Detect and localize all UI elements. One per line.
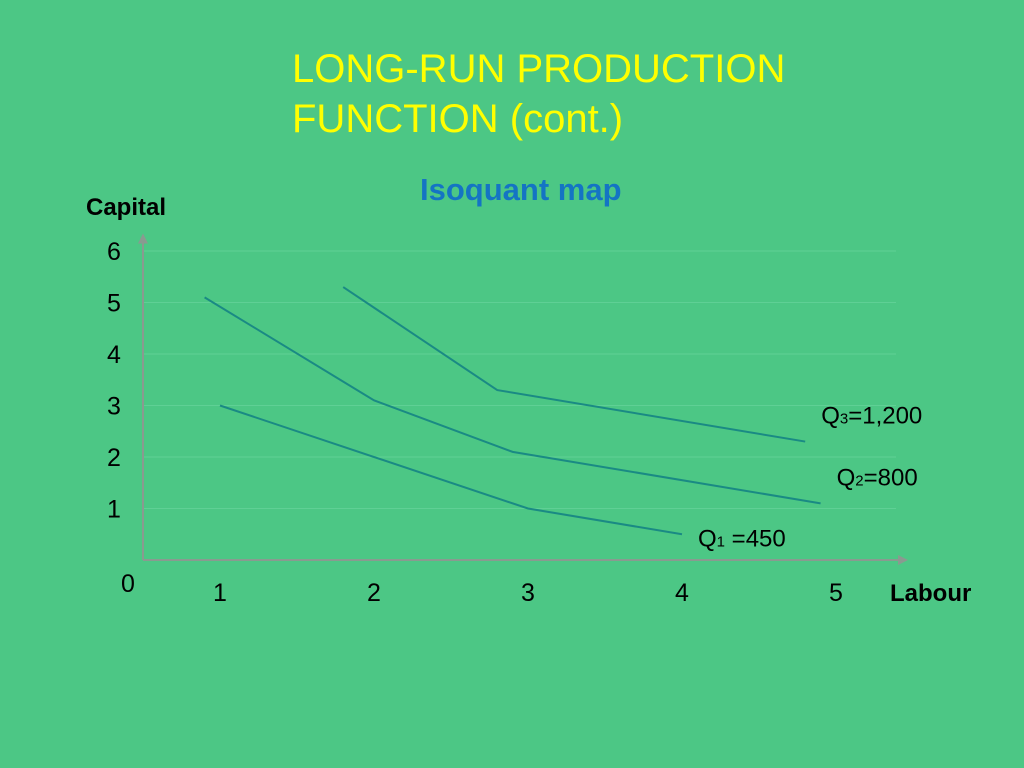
y-tick-label: 3 [107, 393, 121, 421]
x-axis-title: Labour [890, 580, 971, 607]
curve-label-q1: Q1 =450 [698, 525, 786, 552]
y-tick-label: 6 [107, 238, 121, 266]
x-tick-label: 2 [367, 579, 381, 607]
isoquant-q3 [342, 286, 806, 443]
y-tick-label: 2 [107, 444, 121, 472]
x-tick-label: 1 [213, 579, 227, 607]
tick-labels: 1 2 3 4 5 1 2 3 4 5 6 [107, 238, 843, 607]
x-tick-label: 4 [675, 579, 689, 607]
curve-label-q2: Q2=800 [837, 464, 918, 491]
axes [138, 233, 908, 565]
y-axis-title: Capital [86, 194, 166, 221]
slide-title: LONG-RUN PRODUCTION FUNCTION (cont.) [292, 44, 785, 144]
slide-title-line-2: FUNCTION (cont.) [292, 97, 624, 141]
y-tick-label: 1 [107, 496, 121, 524]
chart-title: Isoquant map [420, 172, 622, 207]
y-tick-label: 4 [107, 341, 121, 369]
y-axis-arrow [138, 233, 148, 244]
slide-title-line-1: LONG-RUN PRODUCTION [292, 47, 786, 91]
isoquant-q1 [219, 404, 683, 536]
isoquant-curves [204, 286, 821, 536]
x-axis-arrow [898, 555, 908, 565]
curve-labels: Q1 =450 Q2=800 Q3=1,200 [698, 403, 922, 553]
origin-label: 0 [121, 570, 135, 598]
gridlines [143, 250, 896, 509]
x-tick-label: 5 [829, 579, 843, 607]
curve-label-q3: Q3=1,200 [821, 403, 922, 430]
isoquant-q2 [204, 296, 821, 505]
x-tick-label: 3 [521, 579, 535, 607]
y-tick-label: 5 [107, 290, 121, 318]
